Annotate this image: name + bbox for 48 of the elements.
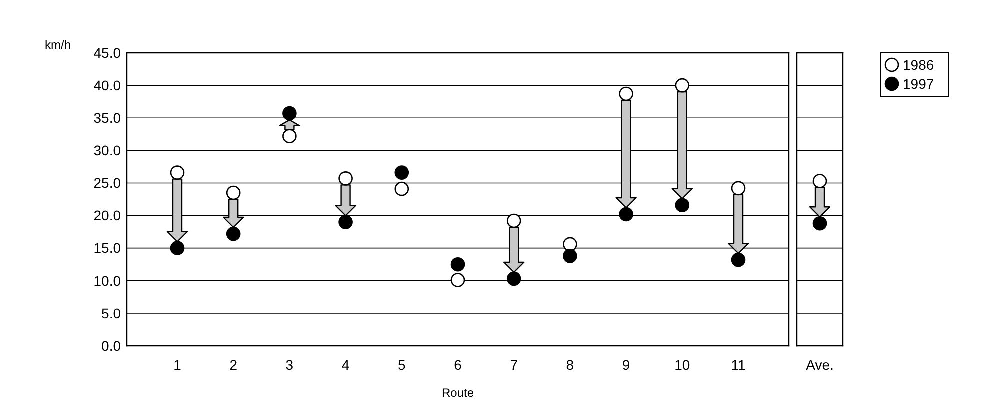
- x-tick-label: 3: [286, 357, 294, 373]
- x-tick-label: 6: [454, 357, 462, 373]
- point: [226, 186, 241, 200]
- point: [450, 257, 466, 272]
- point: [170, 166, 185, 180]
- point: [563, 248, 578, 264]
- point: [282, 129, 297, 144]
- point: [394, 166, 410, 180]
- point: [619, 86, 634, 102]
- y-tick-label: 0.0: [102, 338, 122, 354]
- legend-label: 1997: [903, 76, 934, 92]
- x-tick-label: 7: [510, 357, 518, 373]
- y-tick-label: 5.0: [102, 305, 122, 322]
- x-tick-label: 10: [674, 357, 690, 373]
- legend-label: 1986: [903, 56, 934, 73]
- point: [338, 172, 353, 186]
- y-axis-title: km/h: [45, 38, 72, 52]
- point: [731, 252, 746, 268]
- x-axis-title: Route: [442, 386, 474, 400]
- x-tick-label: 1: [174, 357, 182, 373]
- point: [506, 214, 522, 228]
- x-tick-label: 11: [731, 357, 746, 373]
- y-tick-label: 40.0: [94, 77, 122, 94]
- point: [506, 272, 522, 286]
- y-tick-label: 25.0: [94, 175, 122, 192]
- x-tick-label: 8: [566, 357, 574, 373]
- y-tick-label: 20.0: [94, 208, 122, 224]
- y-tick-label: 35.0: [94, 110, 122, 126]
- point: [675, 78, 690, 93]
- point: [226, 226, 241, 242]
- point: [394, 182, 410, 196]
- y-tick-label: 45.0: [94, 44, 122, 61]
- point: [619, 207, 634, 222]
- point: [675, 198, 690, 213]
- x-tick-label: 5: [398, 357, 406, 373]
- x-tick-label: Ave.: [806, 357, 834, 373]
- y-tick-label: 15.0: [94, 240, 122, 256]
- point: [450, 273, 466, 288]
- point: [170, 241, 185, 256]
- point: [731, 181, 746, 196]
- x-tick-label: 2: [230, 357, 238, 373]
- y-tick-label: 10.0: [94, 272, 122, 289]
- x-tick-label: 4: [342, 357, 350, 373]
- point: [282, 106, 297, 121]
- y-tick-label: 30.0: [94, 142, 122, 159]
- point: [563, 237, 578, 252]
- x-tick-label: 9: [622, 357, 630, 373]
- point: [338, 215, 353, 230]
